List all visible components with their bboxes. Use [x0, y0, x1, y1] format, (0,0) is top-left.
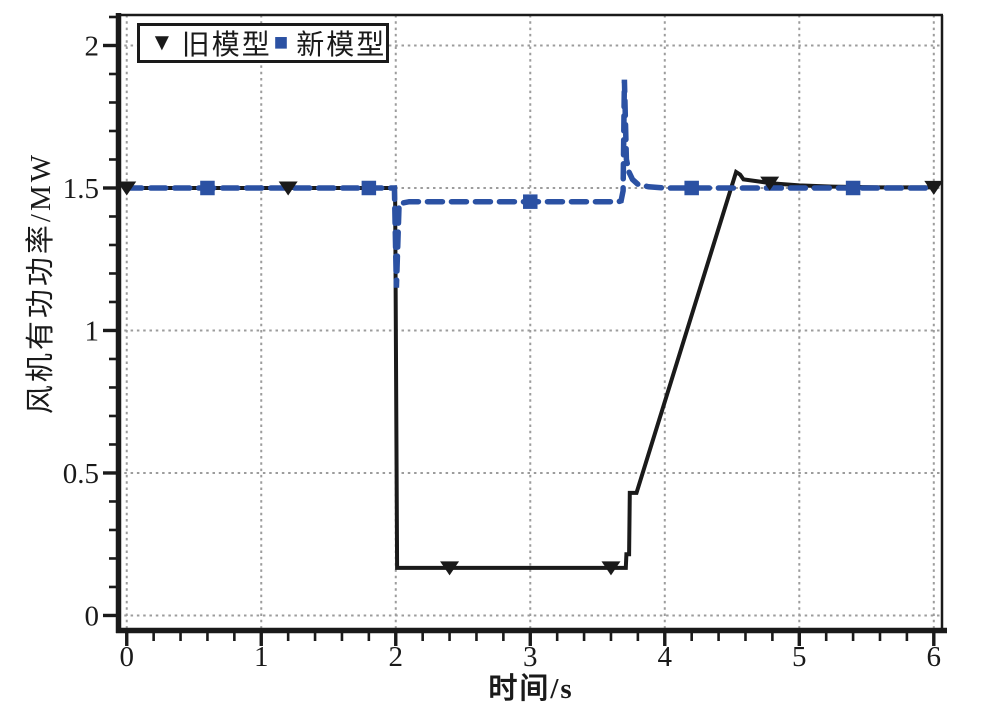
y-axis-label: 风机有功功率/MW: [25, 151, 57, 415]
y-tick-label: 1.5: [63, 173, 99, 205]
new-model-square-marker: [361, 180, 377, 196]
new-model-square-marker: [200, 180, 215, 196]
old-model-triangle-marker: [117, 181, 137, 196]
new-model-square-marker: [845, 180, 861, 196]
old-model-triangle-marker: [440, 561, 460, 576]
old-model-triangle-marker: [760, 176, 780, 191]
legend-old-model-label: 旧模型: [181, 30, 272, 61]
new-model-square-marker: [523, 194, 538, 209]
y-tick-label: 1: [85, 315, 100, 347]
series-old-model-line: [124, 168, 936, 570]
x-tick-label: 6: [927, 641, 942, 673]
old-model-triangle-marker: [924, 180, 944, 195]
x-tick-label: 5: [792, 641, 807, 673]
old-model-triangle-marker: [601, 561, 621, 576]
legend-box: ▼ 旧模型 ■ 新模型: [137, 23, 389, 63]
y-tick-label: 0.5: [63, 458, 99, 490]
new-model-square-marker: [684, 180, 699, 196]
x-tick-label: 2: [389, 641, 404, 673]
legend-old-model-triangle-icon: ▼: [150, 30, 174, 56]
y-tick-label: 2: [85, 30, 100, 62]
legend-new-model-square-icon: ■: [273, 30, 289, 56]
y-tick-label: 0: [85, 600, 100, 632]
series-new-model-line: [123, 79, 937, 288]
x-tick-label: 3: [523, 641, 538, 673]
legend-new-model-label: 新模型: [296, 30, 387, 61]
x-tick-label: 0: [119, 641, 134, 673]
x-axis-label: 时间/s: [488, 673, 574, 705]
x-tick-label: 1: [254, 641, 269, 673]
old-model-triangle-marker: [278, 181, 298, 196]
x-tick-label: 4: [658, 641, 673, 673]
